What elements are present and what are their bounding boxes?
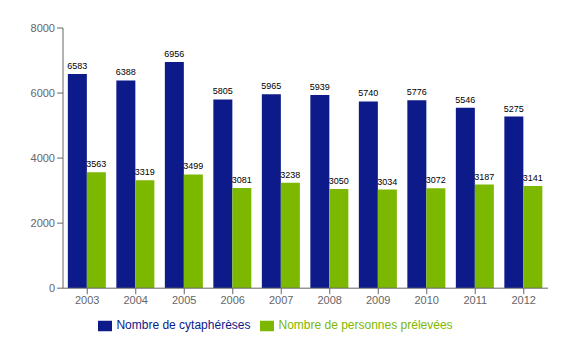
svg-text:3563: 3563 — [86, 159, 106, 169]
svg-text:5939: 5939 — [310, 82, 330, 92]
svg-text:3034: 3034 — [377, 177, 397, 187]
svg-text:2009: 2009 — [366, 294, 390, 306]
svg-text:6000: 6000 — [31, 87, 55, 99]
html-text:Nombre de personnes prélevées: Nombre de personnes prélevées — [278, 318, 453, 333]
svg-text:2008: 2008 — [318, 294, 342, 306]
svg-text:2003: 2003 — [75, 294, 99, 306]
svg-text:3050: 3050 — [329, 176, 349, 186]
svg-text:6956: 6956 — [164, 49, 184, 59]
svg-text:3499: 3499 — [183, 161, 203, 171]
svg-text:3238: 3238 — [280, 170, 300, 180]
svg-text:2011: 2011 — [463, 294, 487, 306]
svg-text:2004: 2004 — [124, 294, 148, 306]
svg-text:2012: 2012 — [512, 294, 536, 306]
svg-text:5275: 5275 — [504, 104, 524, 114]
svg-text:5776: 5776 — [407, 87, 427, 97]
svg-text:0: 0 — [49, 282, 55, 294]
svg-text:5546: 5546 — [455, 95, 475, 105]
svg-text:2005: 2005 — [172, 294, 196, 306]
svg-text:6583: 6583 — [67, 61, 87, 71]
svg-text:2000: 2000 — [31, 217, 55, 229]
svg-text:2007: 2007 — [269, 294, 293, 306]
html-text:Nombre de cytaphérèses: Nombre de cytaphérèses — [116, 318, 251, 333]
svg-text:2010: 2010 — [415, 294, 439, 306]
svg-text:6388: 6388 — [116, 67, 136, 77]
svg-text:5740: 5740 — [358, 88, 378, 98]
svg-text:3141: 3141 — [523, 173, 543, 183]
svg-text:8000: 8000 — [31, 22, 55, 34]
svg-text:3081: 3081 — [232, 175, 252, 185]
svg-text:5965: 5965 — [261, 81, 281, 91]
svg-text:4000: 4000 — [31, 152, 55, 164]
svg-text:3072: 3072 — [426, 175, 446, 185]
svg-text:3187: 3187 — [474, 172, 494, 182]
svg-text:2006: 2006 — [221, 294, 245, 306]
svg-text:3319: 3319 — [135, 167, 155, 177]
svg-text:5805: 5805 — [213, 86, 233, 96]
